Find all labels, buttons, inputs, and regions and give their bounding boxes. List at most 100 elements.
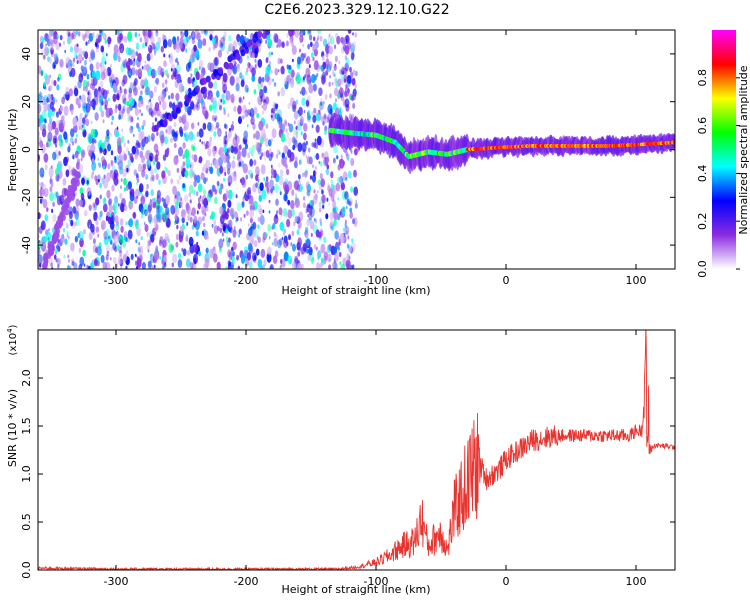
noise-blob (207, 90, 211, 96)
noise-blob (151, 218, 154, 223)
noise-blob (228, 35, 232, 42)
noise-blob (320, 257, 324, 263)
noise-blob (126, 61, 130, 69)
noise-blob (106, 250, 110, 257)
noise-blob (282, 208, 288, 217)
noise-blob (271, 108, 274, 113)
noise-blob (51, 120, 57, 130)
noise-blob (333, 44, 337, 50)
noise-blob (309, 175, 313, 180)
noise-blob (225, 134, 228, 139)
noise-blob (153, 250, 159, 261)
noise-blob (140, 90, 143, 96)
noise-blob (314, 138, 317, 142)
noise-blob (58, 119, 64, 130)
noise-blob (283, 231, 286, 236)
noise-blob (177, 61, 179, 66)
noise-blob (352, 32, 354, 36)
noise-blob (162, 39, 168, 49)
snr-multiplier-base: (x10 (8, 333, 19, 356)
noise-blob (317, 30, 322, 35)
noise-blob (311, 124, 314, 129)
noise-blob (308, 147, 311, 153)
noise-blob (75, 55, 78, 60)
noise-blob (275, 213, 278, 219)
noise-blob (44, 72, 48, 80)
noise-blob (353, 169, 357, 178)
noise-blob (225, 212, 229, 219)
noise-blob (268, 60, 272, 66)
y-tick-label: 1.0 (20, 465, 33, 483)
noise-blob (84, 114, 87, 119)
noise-blob (309, 207, 315, 218)
noise-blob (318, 160, 321, 165)
noise-blob (234, 134, 238, 141)
noise-blob (142, 85, 144, 89)
noise-blob (319, 35, 323, 42)
noise-blob (175, 92, 180, 102)
noise-blob (49, 117, 53, 124)
noise-blob (302, 242, 307, 252)
noise-blob (332, 102, 337, 111)
noise-blob (173, 121, 177, 128)
noise-blob (147, 260, 152, 269)
noise-blob (53, 96, 56, 102)
y-tick-label: 2.0 (20, 369, 33, 387)
noise-blob (86, 81, 90, 87)
noise-blob (83, 228, 86, 235)
noise-blob (324, 94, 328, 100)
noise-blob (337, 92, 340, 98)
noise-blob (92, 104, 96, 111)
noise-blob (245, 174, 249, 180)
noise-blob (256, 142, 262, 153)
noise-blob (172, 185, 178, 196)
noise-blob (57, 264, 60, 269)
noise-blob (238, 161, 242, 167)
noise-blob (216, 90, 220, 98)
noise-blob (307, 213, 310, 218)
noise-blob (71, 30, 77, 40)
noise-blob (296, 216, 299, 222)
noise-blob (342, 43, 345, 48)
colorbar-tick-label: 0.4 (696, 165, 709, 183)
noise-blob (192, 189, 196, 196)
noise-blob (308, 83, 314, 94)
noise-blob (165, 167, 169, 173)
noise-blob (265, 39, 268, 44)
noise-blob (319, 161, 323, 167)
noise-blob (104, 99, 108, 107)
noise-blob (271, 128, 277, 139)
noise-blob (100, 254, 105, 264)
streak-mark (177, 101, 183, 109)
noise-blob (275, 234, 279, 240)
noise-blob (189, 243, 195, 254)
noise-blob (97, 162, 100, 166)
noise-blob (135, 265, 139, 269)
noise-blob (106, 129, 110, 136)
noise-blob (345, 195, 350, 205)
noise-blob (86, 179, 89, 185)
noise-blob (295, 130, 299, 136)
noise-blob (226, 189, 228, 193)
noise-blob (191, 170, 195, 177)
noise-blob (174, 194, 177, 199)
noise-blob (293, 160, 298, 169)
noise-blob (254, 63, 257, 68)
noise-blob (174, 214, 178, 221)
noise-blob (318, 64, 321, 70)
noise-blob (77, 232, 80, 237)
noise-blob (252, 123, 256, 130)
noise-blob (40, 213, 43, 217)
noise-blob (342, 227, 345, 232)
noise-blob (184, 194, 189, 203)
noise-blob (335, 182, 341, 192)
noise-blob (137, 178, 140, 183)
noise-blob (196, 131, 200, 137)
noise-blob (216, 180, 220, 187)
noise-blob (291, 189, 295, 196)
noise-blob (197, 39, 203, 49)
noise-blob (324, 129, 327, 136)
noise-blob (161, 71, 164, 78)
noise-blob (329, 108, 333, 115)
noise-blob (58, 169, 63, 179)
